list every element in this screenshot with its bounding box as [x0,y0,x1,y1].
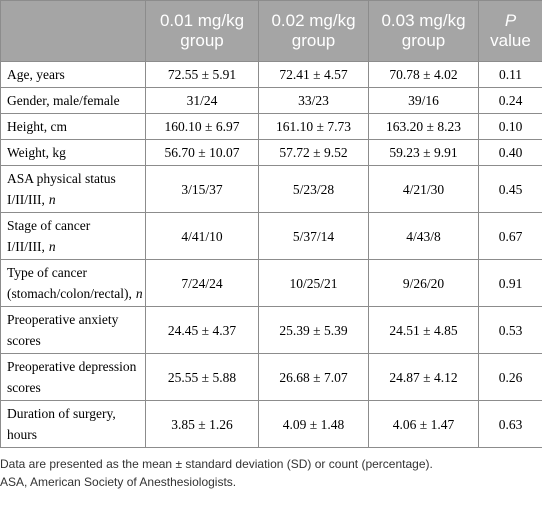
table-cell: 72.55 ± 5.91 [145,61,259,88]
table-cell: 0.67 [478,212,542,260]
label-text: Age, years [7,67,65,82]
label-text: Stage of cancer I/II/III, [7,218,91,254]
header-cell: 0.02 mg/kg group [258,0,369,62]
table-cell: 24.45 ± 4.37 [145,306,259,354]
table-cell: 5/37/14 [258,212,369,260]
table-cell: 0.11 [478,61,542,88]
header-text: value [490,31,531,50]
table-row: Height, cm 160.10 ± 6.97 161.10 ± 7.73 163.… [0,113,542,140]
label-italic: n [48,192,56,207]
table-cell: 0.24 [478,87,542,114]
table-cell: 70.78 ± 4.02 [368,61,479,88]
label-italic: n [135,286,143,301]
table-cell: 3.85 ± 1.26 [145,400,259,448]
table-cell: 0.40 [478,139,542,166]
table-cell: 5/23/28 [258,165,369,213]
label-text: Gender, male/female [7,93,120,108]
table-row: Gender, male/female 31/24 33/23 39/16 0.24 [0,87,542,114]
row-label: Height, cm [0,113,146,140]
table-row: Duration of surgery, hours 3.85 ± 1.26 4.0… [0,400,542,448]
table-cell: 3/15/37 [145,165,259,213]
label-italic: n [48,239,56,254]
table-row: Preoperative anxiety scores 24.45 ± 4.37 2… [0,306,542,354]
table-cell: 31/24 [145,87,259,114]
table-cell: 0.10 [478,113,542,140]
table-row: ASA physical status I/II/III, n 3/15/37 5/2… [0,165,542,213]
table-row: Weight, kg 56.70 ± 10.07 57.72 ± 9.52 59.23… [0,139,542,166]
table-cell: 9/26/20 [368,259,479,307]
table-cell: 7/24/24 [145,259,259,307]
table-cell: 39/16 [368,87,479,114]
row-label: Weight, kg [0,139,146,166]
row-label: Stage of cancer I/II/III, n [0,212,146,260]
table-cell: 24.87 ± 4.12 [368,353,479,401]
footnote: Data are presented as the mean ± standar… [0,457,433,471]
table-cell: 10/25/21 [258,259,369,307]
label-text: Preoperative depression scores [7,359,137,395]
table-cell: 0.53 [478,306,542,354]
header-cell: 0.01 mg/kg group [145,0,259,62]
footnotes: Data are presented as the mean ± standar… [0,455,542,491]
label-text: Weight, kg [7,145,66,160]
table-cell: 57.72 ± 9.52 [258,139,369,166]
table-cell: 24.51 ± 4.85 [368,306,479,354]
table-cell: 72.41 ± 4.57 [258,61,369,88]
table-cell: 25.55 ± 5.88 [145,353,259,401]
table-row: Type of cancer (stomach/colon/rectal), n 7… [0,259,542,307]
table-cell: 4.09 ± 1.48 [258,400,369,448]
table-cell: 0.91 [478,259,542,307]
table-cell: 161.10 ± 7.73 [258,113,369,140]
table-row: Stage of cancer I/II/III, n 4/41/10 5/37/14… [0,212,542,260]
table-cell: 0.26 [478,353,542,401]
table-cell: 0.45 [478,165,542,213]
label-text: Duration of surgery, hours [7,406,116,442]
table-cell: 4/43/8 [368,212,479,260]
table-cell: 4/21/30 [368,165,479,213]
row-label: Preoperative anxiety scores [0,306,146,354]
table-cell: 59.23 ± 9.91 [368,139,479,166]
table-row: Preoperative depression scores 25.55 ± 5.… [0,353,542,401]
footnote: ASA, American Society of Anesthesiologis… [0,475,237,489]
table-cell: 163.20 ± 8.23 [368,113,479,140]
table-cell: 56.70 ± 10.07 [145,139,259,166]
label-text: Height, cm [7,119,67,134]
label-text: Preoperative anxiety scores [7,312,119,348]
row-label: Type of cancer (stomach/colon/rectal), n [0,259,146,307]
table-cell: 4.06 ± 1.47 [368,400,479,448]
label-text: Type of cancer (stomach/colon/rectal), [7,265,132,301]
row-label: Age, years [0,61,146,88]
table-cell: 25.39 ± 5.39 [258,306,369,354]
header-italic: P [504,11,517,30]
header-cell [0,0,146,62]
row-label: Duration of surgery, hours [0,400,146,448]
table-cell: 160.10 ± 6.97 [145,113,259,140]
table-row: Age, years 72.55 ± 5.91 72.41 ± 4.57 70.78 … [0,61,542,88]
table-cell: 0.63 [478,400,542,448]
header-row: 0.01 mg/kg group 0.02 mg/kg group 0.03 mg/… [0,0,542,62]
header-cell: 0.03 mg/kg group [368,0,479,62]
table-body: Age, years 72.55 ± 5.91 72.41 ± 4.57 70.78 … [0,61,542,448]
table-cell: 26.68 ± 7.07 [258,353,369,401]
label-text: ASA physical status I/II/III, [7,171,116,207]
data-table: 0.01 mg/kg group 0.02 mg/kg group 0.03 mg/… [0,0,542,448]
table-cell: 4/41/10 [145,212,259,260]
row-label: Preoperative depression scores [0,353,146,401]
row-label: Gender, male/female [0,87,146,114]
table-cell: 33/23 [258,87,369,114]
row-label: ASA physical status I/II/III, n [0,165,146,213]
